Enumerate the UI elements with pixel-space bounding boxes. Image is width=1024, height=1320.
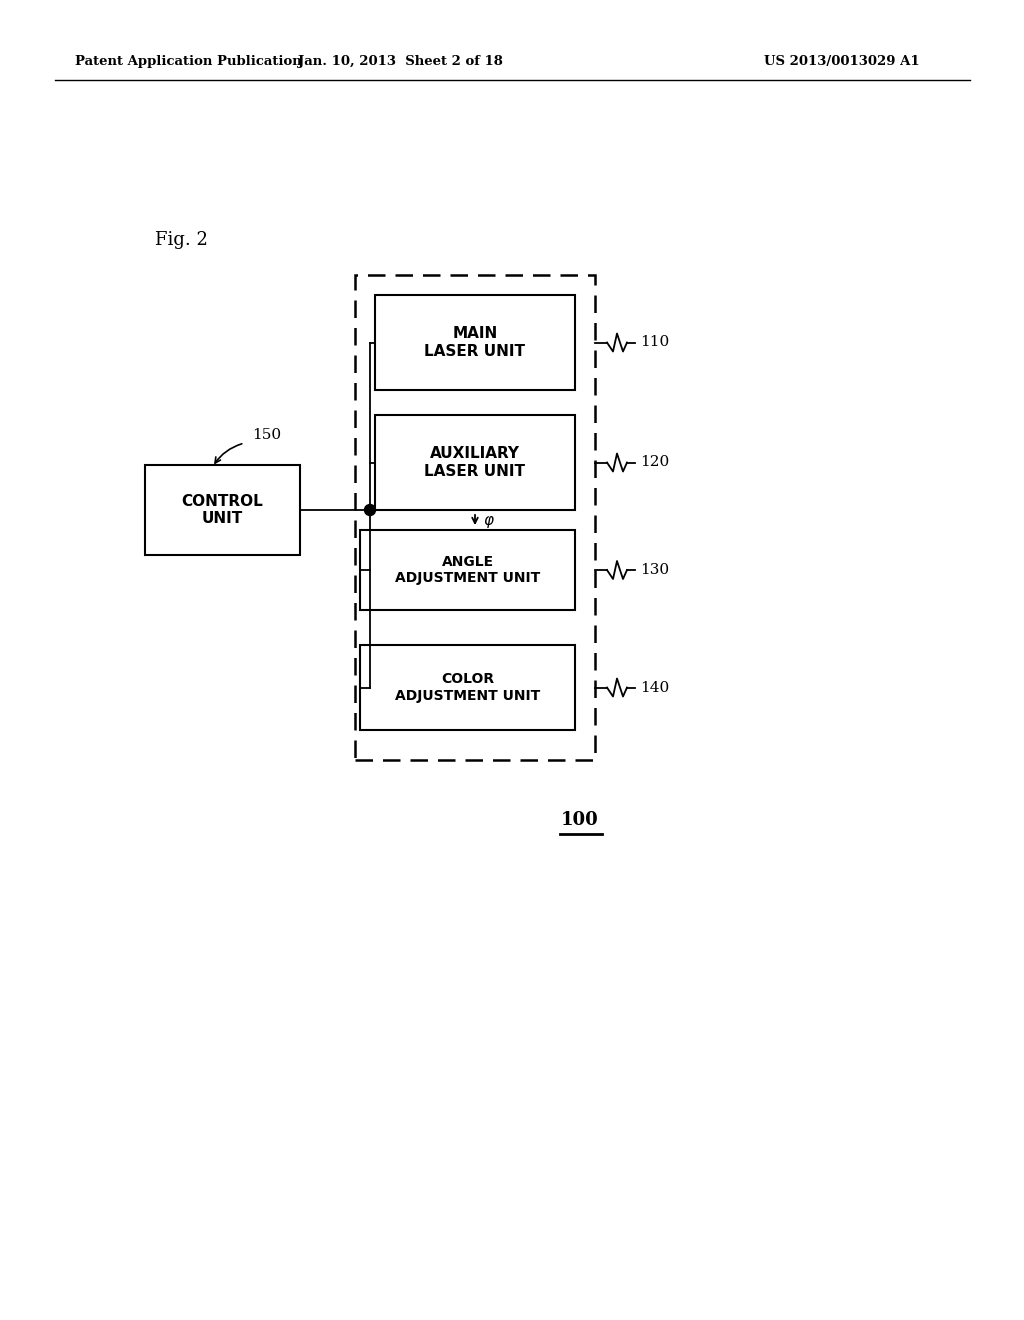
Bar [145,465,300,554]
Text: φ: φ [483,512,493,528]
Text: 140: 140 [640,681,670,694]
Bar [375,294,575,389]
Bar [360,531,575,610]
Text: 150: 150 [253,428,282,442]
Text: ANGLE
ADJUSTMENT UNIT: ANGLE ADJUSTMENT UNIT [395,554,540,585]
Text: CONTROL
UNIT: CONTROL UNIT [181,494,263,527]
Text: 110: 110 [640,335,670,350]
Text: COLOR
ADJUSTMENT UNIT: COLOR ADJUSTMENT UNIT [395,672,540,702]
Text: MAIN
LASER UNIT: MAIN LASER UNIT [425,326,525,359]
Text: 120: 120 [640,455,670,470]
Text: 100: 100 [561,810,599,829]
Text: AUXILIARY
LASER UNIT: AUXILIARY LASER UNIT [425,446,525,479]
Bar [360,645,575,730]
Text: Fig. 2: Fig. 2 [155,231,208,249]
Text: Jan. 10, 2013  Sheet 2 of 18: Jan. 10, 2013 Sheet 2 of 18 [298,55,503,69]
Text: US 2013/0013029 A1: US 2013/0013029 A1 [764,55,920,69]
Bar [355,275,595,760]
Text: Patent Application Publication: Patent Application Publication [75,55,302,69]
Circle shape [365,504,376,516]
Bar [375,414,575,510]
Text: 130: 130 [640,564,669,577]
